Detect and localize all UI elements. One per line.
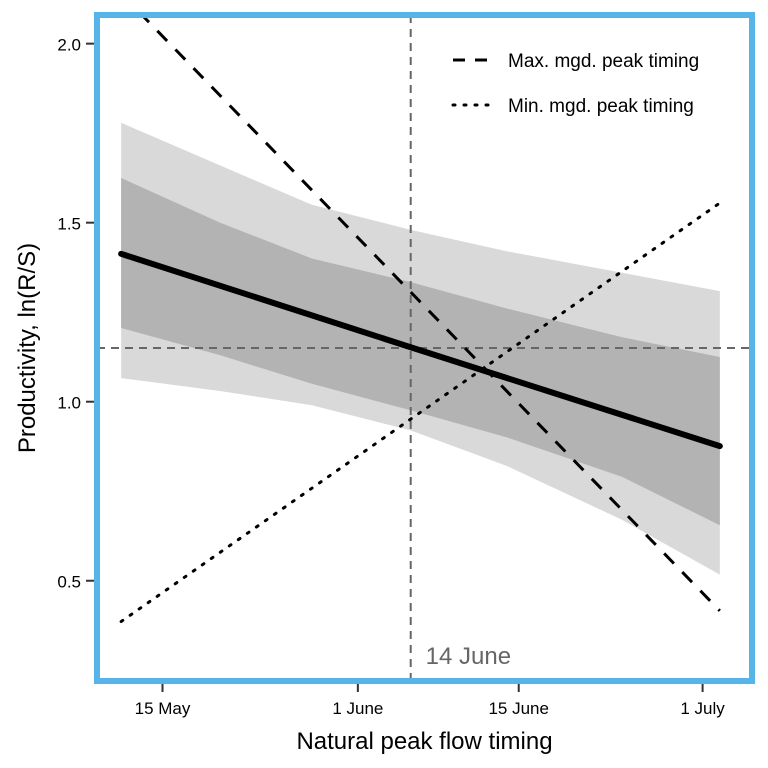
series-max-mgd-line bbox=[139, 15, 721, 612]
legend-label-max: Max. mgd. peak timing bbox=[508, 51, 699, 72]
legend: Max. mgd. peak timing Min. mgd. peak tim… bbox=[451, 51, 699, 117]
y-tick-label: 1.0 bbox=[57, 394, 81, 413]
x-tick-label: 1 July bbox=[680, 699, 725, 718]
y-axis-title: Productivity, ln(R/S) bbox=[14, 243, 41, 453]
series-predicted-line bbox=[118, 250, 723, 450]
y-tick-label: 0.5 bbox=[57, 573, 81, 592]
annotation-label: 14 June bbox=[426, 643, 511, 670]
x-axis: 15 May 1 June 15 June 1 July bbox=[135, 684, 725, 718]
y-tick-label: 2.0 bbox=[57, 36, 81, 55]
y-tick-label: 1.5 bbox=[57, 215, 81, 234]
plot-frame bbox=[94, 12, 755, 684]
series-lines bbox=[118, 15, 723, 624]
x-axis-title: Natural peak flow timing bbox=[296, 728, 552, 755]
x-tick-label: 15 June bbox=[488, 699, 549, 718]
series-min-mgd-line bbox=[119, 201, 722, 624]
x-tick-label: 1 June bbox=[332, 699, 383, 718]
legend-label-min: Min. mgd. peak timing bbox=[508, 96, 694, 117]
y-axis: 0.5 1.0 1.5 2.0 bbox=[57, 36, 94, 592]
reference-lines bbox=[97, 15, 752, 681]
x-tick-label: 15 May bbox=[135, 699, 191, 718]
